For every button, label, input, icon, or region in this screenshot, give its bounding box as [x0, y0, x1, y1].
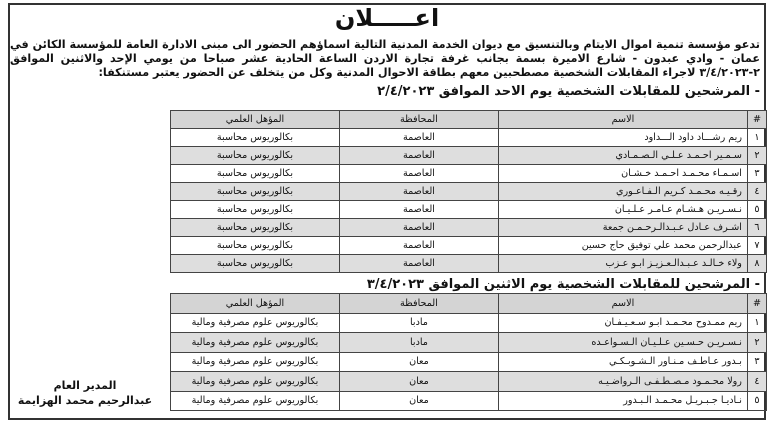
signature-name: عبدالرحيم محمد الهزايمة [17, 394, 153, 407]
cell-qualification: بكالوريوس محاسبة [170, 182, 340, 201]
col-num: # [746, 293, 768, 314]
table-header: # الاسم المحافظة المؤهل العلمي [170, 110, 768, 129]
cell-governorate: مادبا [338, 312, 499, 333]
cell-num: ١ [746, 128, 768, 147]
cell-name: ريم ممـدوح محـمـد ابـو سـعـيـفـان [497, 312, 748, 333]
table-row: ٨ ولاء خـالـد عـبـدالـعـزيـز ابـو عـزب الع… [170, 254, 768, 273]
table-row: ٣ اسـمـاء محـمـد احـمـد خـشـان العاصمة بكال… [170, 164, 768, 183]
cell-governorate: معان [338, 371, 499, 392]
table-row: ٦ اشـرف عـادل عـبـدالـرحـمـن جمعة العاصمة ب… [170, 218, 768, 237]
cell-governorate: العاصمة [338, 218, 499, 237]
table-row: ٥ نـاديـا جـبـريـل محـمـد الـبـدور معان بكا… [170, 390, 768, 411]
table-row: ١ ريم رشـــاد داود الـــداود العاصمة بكالور… [170, 128, 768, 147]
table-row: ٢ سـمـير احـمـد عـلـي الـصـمـادي العاصمة بك… [170, 146, 768, 165]
cell-qualification: بكالوريوس علوم مصرفية ومالية [170, 312, 340, 333]
cell-governorate: العاصمة [338, 200, 499, 219]
cell-name: اسـمـاء محـمـد احـمـد خـشـان [497, 164, 748, 183]
cell-governorate: العاصمة [338, 146, 499, 165]
cell-num: ٤ [746, 371, 768, 392]
cell-num: ٣ [746, 351, 768, 372]
cell-qualification: بكالوريوس محاسبة [170, 128, 340, 147]
cell-name: نـسـريـن هـشـام عـامـر عـلـيـان [497, 200, 748, 219]
cell-qualification: بكالوريوس محاسبة [170, 236, 340, 255]
cell-num: ٥ [746, 390, 768, 411]
cell-name: ولاء خـالـد عـبـدالـعـزيـز ابـو عـزب [497, 254, 748, 273]
cell-name: عبدالرحمن محمد علي توفيق حاج حسين [497, 236, 748, 255]
cell-governorate: معان [338, 351, 499, 372]
cell-qualification: بكالوريوس علوم مصرفية ومالية [170, 371, 340, 392]
cell-qualification: بكالوريوس محاسبة [170, 218, 340, 237]
cell-qualification: بكالوريوس علوم مصرفية ومالية [170, 332, 340, 353]
cell-governorate: العاصمة [338, 236, 499, 255]
table-row: ٤ رولا محـمـود مـصـطـفـى الـرواضـيـه معان ب… [170, 371, 768, 392]
table-header: # الاسم المحافظة المؤهل العلمي [170, 293, 768, 314]
cell-num: ٣ [746, 164, 768, 183]
announcement-body: تدعو مؤسسة تنمية اموال الايتام وبالتنسيق… [10, 38, 760, 79]
section1-heading: - المرشحين للمقابلات الشخصية يوم الاحد ا… [377, 84, 760, 99]
cell-name: سـمـير احـمـد عـلـي الـصـمـادي [497, 146, 748, 165]
cell-governorate: مادبا [338, 332, 499, 353]
cell-name: ريم رشـــاد داود الـــداود [497, 128, 748, 147]
cell-num: ٨ [746, 254, 768, 273]
cell-name: رقـيـه محـمـد كـريم الـفـاعـوري [497, 182, 748, 201]
col-name: الاسم [497, 293, 748, 314]
candidates-table-monday: # الاسم المحافظة المؤهل العلمي ١ ريم ممـد… [170, 293, 768, 411]
col-qualification: المؤهل العلمي [170, 110, 340, 129]
table-row: ٢ نـسـريـن حـسـين عـلـيـان الـسـواعـده ماد… [170, 332, 768, 353]
cell-num: ٤ [746, 182, 768, 201]
cell-qualification: بكالوريوس علوم مصرفية ومالية [170, 390, 340, 411]
cell-qualification: بكالوريوس محاسبة [170, 200, 340, 219]
cell-qualification: بكالوريوس محاسبة [170, 146, 340, 165]
col-name: الاسم [497, 110, 748, 129]
cell-qualification: بكالوريوس محاسبة [170, 164, 340, 183]
cell-governorate: العاصمة [338, 164, 499, 183]
cell-name: رولا محـمـود مـصـطـفـى الـرواضـيـه [497, 371, 748, 392]
table-row: ٧ عبدالرحمن محمد علي توفيق حاج حسين العاصم… [170, 236, 768, 255]
cell-num: ٢ [746, 332, 768, 353]
cell-num: ٢ [746, 146, 768, 165]
col-governorate: المحافظة [338, 293, 499, 314]
cell-name: اشـرف عـادل عـبـدالـرحـمـن جمعة [497, 218, 748, 237]
cell-governorate: العاصمة [338, 128, 499, 147]
cell-qualification: بكالوريوس علوم مصرفية ومالية [170, 351, 340, 372]
cell-name: نـاديـا جـبـريـل محـمـد الـبـدور [497, 390, 748, 411]
candidates-table-sunday: # الاسم المحافظة المؤهل العلمي ١ ريم رشــ… [170, 110, 768, 273]
cell-governorate: العاصمة [338, 182, 499, 201]
cell-name: بـدور عـاطـف مـنـاور الـشـوبـكـي [497, 351, 748, 372]
signature-block: المدير العام عبدالرحيم محمد الهزايمة [8, 378, 162, 408]
announcement-title: اعـــــلان [334, 4, 440, 32]
cell-governorate: معان [338, 390, 499, 411]
cell-qualification: بكالوريوس محاسبة [170, 254, 340, 273]
cell-name: نـسـريـن حـسـين عـلـيـان الـسـواعـده [497, 332, 748, 353]
col-qualification: المؤهل العلمي [170, 293, 340, 314]
table-row: ١ ريم ممـدوح محـمـد ابـو سـعـيـفـان مادبا ب… [170, 312, 768, 333]
table-row: ٣ بـدور عـاطـف مـنـاور الـشـوبـكـي معان بكا… [170, 351, 768, 372]
cell-num: ١ [746, 312, 768, 333]
col-governorate: المحافظة [338, 110, 499, 129]
section2-heading: - المرشحين للمقابلات الشخصية يوم الاثنين… [366, 277, 760, 292]
cell-num: ٦ [746, 218, 768, 237]
cell-num: ٧ [746, 236, 768, 255]
cell-num: ٥ [746, 200, 768, 219]
table-row: ٥ نـسـريـن هـشـام عـامـر عـلـيـان العاصمة ب… [170, 200, 768, 219]
signature-role: المدير العام [53, 379, 117, 392]
table-row: ٤ رقـيـه محـمـد كـريم الـفـاعـوري العاصمة ب… [170, 182, 768, 201]
cell-governorate: العاصمة [338, 254, 499, 273]
col-num: # [746, 110, 768, 129]
